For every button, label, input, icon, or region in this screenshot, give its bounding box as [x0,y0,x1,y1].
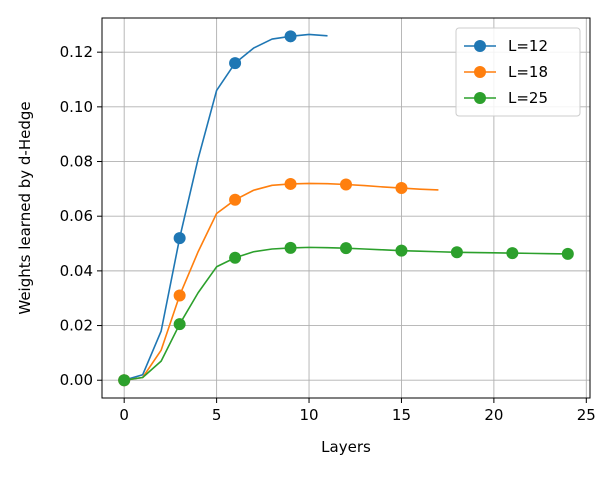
y-tick-label: 0.04 [60,262,93,280]
plot-frame [101,17,591,399]
plot-series [118,30,574,387]
series-point [118,374,131,387]
series-point [450,246,463,259]
x-tick-label: 0 [119,406,129,424]
legend-label: L=12 [508,37,548,55]
x-tick-label: 15 [392,406,411,424]
series-point [395,244,408,257]
series-point [284,177,297,190]
legend-label: L=25 [508,89,548,107]
axis-ticks: 0 5 10 15 20 25 0.00 0.02 0.04 0.06 0.08 0.10 0.12 [60,43,596,424]
series-point [284,30,297,43]
legend-marker [474,66,486,78]
x-tick-label: 5 [212,406,222,424]
series-point [340,178,352,191]
series-point [229,193,242,206]
y-tick-label: 0.00 [60,371,93,389]
series-point [229,251,242,264]
legend-box [455,27,581,117]
legend-label: L=18 [508,63,548,81]
y-axis-label: Weights learned by d-Hedge [16,101,34,314]
series-point [229,57,242,70]
y-tick-label: 0.06 [60,207,93,225]
y-tick-label: 0.02 [60,317,93,335]
series-point [395,182,408,195]
series-point [561,247,574,260]
legend-marker [474,40,486,52]
x-axis-label: Layers [321,438,371,456]
y-tick-label: 0.12 [60,43,93,61]
y-tick-label: 0.08 [60,153,93,171]
x-tick-label: 25 [577,406,596,424]
series-point [284,241,297,254]
series-line-1 [124,182,439,382]
x-tick-label: 10 [299,406,318,424]
y-tick-label: 0.10 [60,98,93,116]
series-point [173,289,186,302]
x-tick-label: 20 [484,406,503,424]
series-point [506,247,519,260]
legend-marker [474,92,486,104]
series-point [173,318,186,331]
legend: L=12 L=18 L=25 [455,27,581,117]
series-point [173,232,186,245]
series-point [340,242,352,255]
